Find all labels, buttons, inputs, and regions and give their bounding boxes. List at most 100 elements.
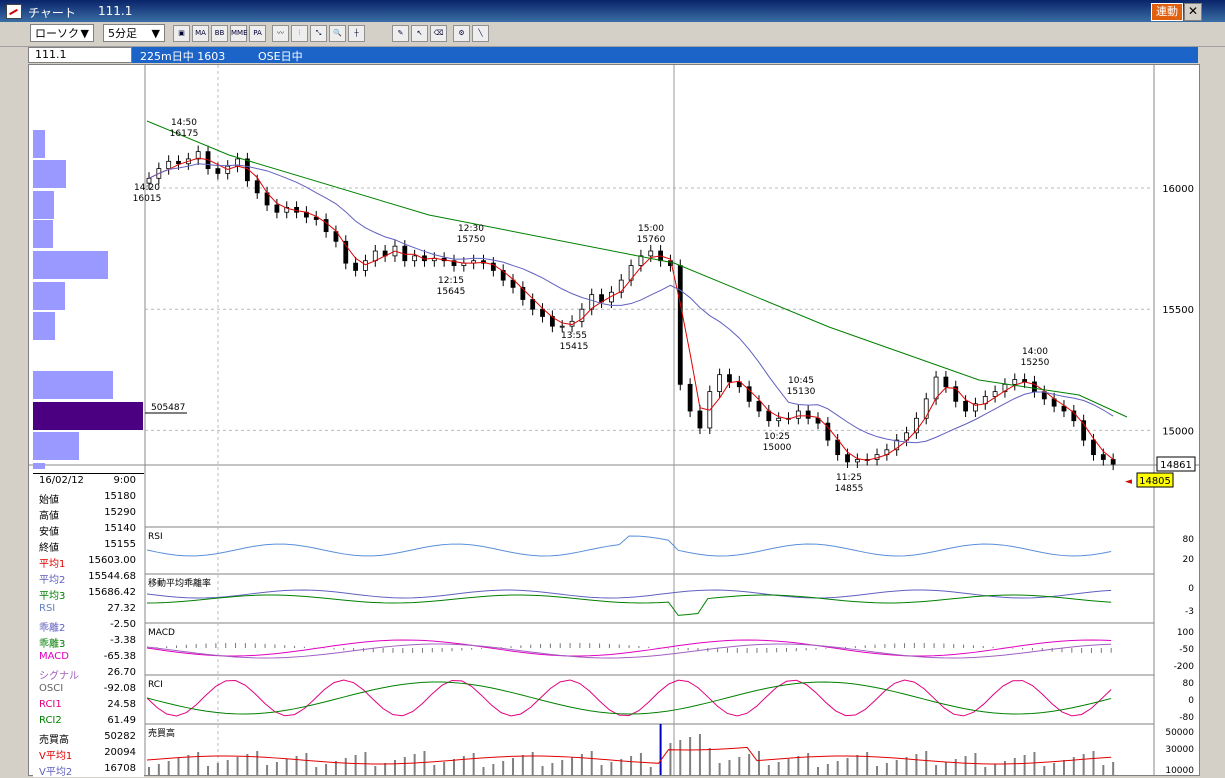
ma-button[interactable]: MA — [192, 25, 209, 42]
candle-body — [166, 160, 172, 170]
candle-body — [284, 206, 290, 213]
candle-body — [579, 308, 585, 322]
current-price-label: 14861 — [1160, 460, 1192, 471]
candle-body — [1110, 459, 1116, 465]
data-row: V平均1 20094 — [33, 746, 144, 762]
vma1-line — [146, 746, 1112, 765]
last-price-box — [1136, 472, 1174, 488]
data-row-label: 始値 — [39, 495, 59, 506]
annotation-price: 16015 — [133, 194, 162, 204]
chart-type-select[interactable]: ローソク ▼ — [30, 24, 94, 42]
annotation-time: 12:15 — [438, 276, 464, 286]
data-row-label: RCI1 — [39, 699, 62, 710]
data-row-value: 24.58 — [107, 699, 136, 710]
link-button[interactable]: 連動 — [1151, 3, 1183, 21]
ma3-line — [146, 120, 1128, 418]
candle-icon[interactable]: ⫶ — [291, 25, 308, 42]
data-row: 終値 15155 — [33, 538, 144, 554]
volume-profile-bar — [33, 371, 113, 399]
candle-body — [953, 386, 959, 402]
volume-profile-bar — [33, 251, 108, 279]
zoom-out-icon[interactable]: ⤡ — [310, 25, 327, 42]
data-row-label: RCI2 — [39, 715, 62, 726]
annotation-price: 15250 — [1021, 358, 1050, 368]
data-header: 16/02/12 9:00 — [33, 474, 144, 490]
annotation-time: 12:30 — [458, 224, 484, 234]
annotation-price: 16175 — [170, 129, 199, 139]
price-axis-label: 15000 — [1162, 426, 1194, 437]
annotation-time: 14:00 — [1022, 347, 1048, 357]
volume-profile-bar — [33, 282, 65, 310]
candle-body — [363, 260, 368, 271]
candle-body — [727, 374, 732, 383]
candle-body — [1100, 454, 1106, 460]
interval-select[interactable]: 5分足 ▼ — [103, 24, 165, 42]
symbol-chart-icon[interactable]: ▣ — [173, 25, 190, 42]
bb-button[interactable]: BB — [211, 25, 228, 42]
candle-body — [717, 374, 723, 393]
data-row-label: MACD — [39, 651, 69, 662]
annotation-time: 14:20 — [134, 183, 160, 193]
candle-body — [677, 265, 683, 385]
annotation-price: 14855 — [835, 484, 864, 494]
candle-body — [756, 400, 762, 412]
volume-profile-bar — [33, 160, 66, 188]
candle-body — [1032, 381, 1037, 393]
interval-value: 5分足 — [108, 27, 137, 40]
data-row-label: 売買高 — [39, 735, 69, 746]
candle-body — [412, 255, 418, 262]
data-row-value: 50282 — [104, 731, 136, 742]
kairi-tick: 0 — [1188, 584, 1194, 594]
annotation-price: 15000 — [763, 443, 792, 453]
cursor-icon[interactable]: ↖ — [411, 25, 428, 42]
price-axis-label: 15500 — [1162, 305, 1194, 316]
macd-tick: 100 — [1177, 628, 1194, 638]
candle-body — [618, 279, 624, 293]
rci-tick: 80 — [1183, 679, 1195, 689]
pa-button[interactable]: PA — [249, 25, 266, 42]
candle-body — [353, 262, 359, 271]
candle-body — [766, 410, 772, 422]
data-row: 乖離3 -3.38 — [33, 634, 144, 650]
rsi-line — [146, 535, 1112, 557]
close-icon[interactable]: ✕ — [1184, 3, 1202, 21]
market-name: OSE日中 — [258, 50, 303, 63]
chevron-down-icon: ▼ — [80, 27, 89, 40]
data-row-label: 高値 — [39, 511, 59, 522]
magnifier-icon[interactable]: 🔍 — [329, 25, 346, 42]
candle-body — [697, 410, 703, 429]
eraser-icon[interactable]: ⌫ — [430, 25, 447, 42]
data-row-value: 20094 — [104, 747, 136, 758]
candle-body — [963, 400, 968, 412]
data-row-value: -65.38 — [103, 651, 136, 662]
data-row-label: 平均3 — [39, 591, 66, 602]
macd-line — [146, 639, 1112, 657]
trendline-icon[interactable]: ╲ — [472, 25, 489, 42]
line-chart-icon[interactable]: 〰 — [272, 25, 289, 42]
chart-area[interactable]: 16000 15500 15000 505487 14:50 16175 14:20 1601… — [28, 64, 1200, 776]
data-row: 平均2 15544.68 — [33, 570, 144, 586]
candle-body — [923, 398, 929, 419]
current-price-box — [1156, 456, 1196, 472]
mme-button[interactable]: MME — [230, 25, 248, 42]
last-price-label: 14805 — [1139, 476, 1171, 487]
candle-body — [973, 403, 978, 412]
candle-body — [372, 250, 378, 262]
candle-body — [195, 151, 201, 160]
profile-peak-label: 505487 — [151, 403, 185, 413]
candle-body — [1091, 439, 1096, 456]
settings-icon[interactable]: ⚙ — [453, 25, 470, 42]
rci-label: RCI — [148, 680, 163, 690]
candle-body — [628, 265, 634, 281]
candle-body — [176, 160, 181, 165]
volume-tick: 30000 — [1165, 745, 1194, 755]
pen-icon[interactable]: ✎ — [392, 25, 409, 42]
candle-body — [451, 260, 457, 266]
crosshair-icon[interactable]: ┼ — [348, 25, 365, 42]
symbol-field[interactable]: 111.1 — [28, 47, 132, 63]
data-row-value: 15140 — [104, 523, 136, 534]
data-row-value: 27.32 — [107, 603, 136, 614]
window-symbol: 111.1 — [98, 4, 133, 18]
kairi-label: 移動平均乖離率 — [148, 577, 211, 589]
